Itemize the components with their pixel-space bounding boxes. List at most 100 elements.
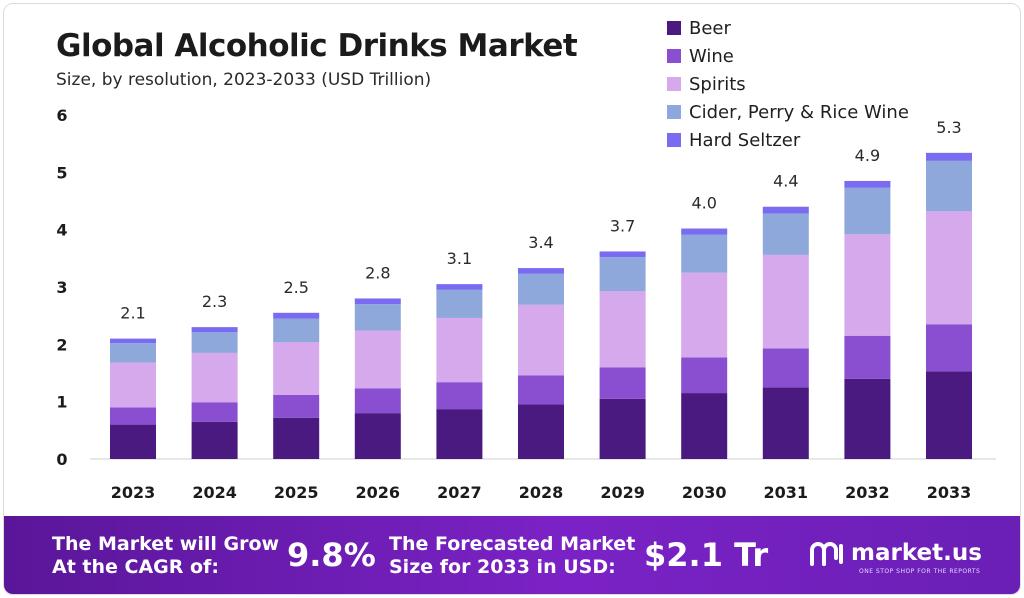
- x-tick-label: 2030: [682, 483, 727, 502]
- x-tick-label: 2027: [437, 483, 482, 502]
- total-label: 3.4: [528, 233, 553, 252]
- bar-segment: [926, 211, 972, 325]
- bar-segment: [762, 213, 809, 255]
- bar-segment: [191, 352, 238, 403]
- bar-segment: [110, 338, 156, 344]
- bar-segment: [518, 375, 564, 405]
- total-label: 5.3: [936, 118, 961, 137]
- legend-label: Hard Seltzer: [689, 129, 801, 151]
- bar-segment: [273, 342, 320, 395]
- total-label: 2.5: [283, 278, 308, 297]
- bar-segment: [599, 398, 646, 459]
- legend-swatch: [667, 21, 681, 35]
- chart-subtitle: Size, by resolution, 2023-2033 (USD Tril…: [56, 70, 432, 90]
- bar-segment: [191, 327, 238, 333]
- bar-segment: [844, 378, 891, 459]
- legend-item: Cider, Perry & Rice Wine: [667, 98, 909, 126]
- brand-logo[interactable]: market.us ONE STOP SHOP FOR THE REPORTS: [809, 538, 982, 575]
- bar-segment: [273, 394, 320, 418]
- bar-segment: [110, 362, 156, 408]
- bar-segment: [926, 160, 972, 212]
- forecast-caption-line1: The Forecasted Market: [389, 533, 636, 555]
- bar-segment: [354, 330, 401, 389]
- bar-segment: [681, 272, 728, 358]
- total-label: 3.1: [447, 249, 472, 268]
- legend-swatch: [667, 133, 681, 147]
- bar-segment: [599, 291, 646, 368]
- x-tick-label: 2028: [519, 483, 564, 502]
- total-label: 2.1: [120, 304, 145, 323]
- bar-segment: [844, 335, 891, 379]
- bar-segment: [436, 317, 483, 383]
- bar-segment: [436, 289, 483, 318]
- bar-segment: [110, 343, 156, 363]
- bar-segment: [191, 402, 238, 422]
- stacked-bar-chart: 0 1 2 3 4 5 6 2.1 2023 2.3 2024 2.5 2025 2.8 2026 3.1 20…: [56, 106, 996, 502]
- y-tick-label: 6: [56, 106, 67, 125]
- forecast-value: $2.1 Tr: [644, 536, 769, 574]
- legend-label: Cider, Perry & Rice Wine: [689, 101, 909, 123]
- bar-segment: [681, 228, 728, 235]
- bar-segment: [762, 387, 809, 459]
- legend: Beer Wine Spirits Cider, Perry & Rice Wine H…: [667, 14, 909, 154]
- bar-segment: [273, 318, 320, 343]
- x-tick-label: 2025: [274, 483, 319, 502]
- total-label: 4.0: [691, 194, 716, 213]
- cagr-caption-line1: The Market will Grow: [52, 533, 280, 555]
- bar-segment: [110, 424, 156, 459]
- y-tick-label: 0: [56, 450, 67, 469]
- bar-segment: [844, 187, 891, 235]
- x-tick-label: 2023: [111, 483, 156, 502]
- bar-segment: [273, 312, 320, 319]
- y-tick-label: 5: [56, 163, 67, 182]
- bar-segment: [354, 298, 401, 305]
- bar-segment: [191, 332, 238, 353]
- bar-segment: [681, 357, 728, 394]
- y-tick-label: 4: [56, 221, 67, 240]
- forecast-caption-line2: Size for 2033 in USD:: [389, 556, 616, 578]
- bar-segment: [599, 367, 646, 399]
- total-label: 4.4: [773, 172, 798, 191]
- bar-segment: [926, 152, 972, 161]
- bar-segment: [844, 180, 891, 188]
- bar-segment: [844, 234, 891, 336]
- bar-segment: [518, 404, 564, 459]
- legend-label: Beer: [689, 17, 731, 39]
- bar-segment: [926, 324, 972, 372]
- bar-segment: [273, 417, 320, 459]
- total-label: 3.7: [610, 216, 635, 235]
- legend-swatch: [667, 105, 681, 119]
- x-tick-label: 2026: [356, 483, 401, 502]
- chart-card: Global Alcoholic Drinks Market Size, by …: [3, 3, 1021, 595]
- x-tick-label: 2031: [764, 483, 809, 502]
- bar-segment: [518, 304, 564, 376]
- market-us-logo-icon: [810, 542, 843, 566]
- total-label: 4.9: [855, 146, 880, 165]
- bar-segment: [518, 273, 564, 305]
- y-tick-label: 3: [56, 278, 67, 297]
- cagr-caption-line2: At the CAGR of:: [52, 556, 219, 578]
- bar-segment: [518, 268, 564, 274]
- bar-segment: [436, 284, 483, 290]
- bar-segment: [681, 234, 728, 273]
- legend-swatch: [667, 77, 681, 91]
- legend-label: Spirits: [689, 73, 746, 95]
- legend-item: Hard Seltzer: [667, 126, 909, 154]
- y-tick-label: 2: [56, 335, 67, 354]
- forecast-caption: The Forecasted Market Size for 2033 in U…: [389, 533, 635, 579]
- brand-name: market.us: [851, 540, 982, 566]
- brand-tagline: ONE STOP SHOP FOR THE REPORTS: [859, 568, 981, 575]
- chart-title: Global Alcoholic Drinks Market: [56, 28, 578, 64]
- legend-swatch: [667, 49, 681, 63]
- footer-banner: The Market will Grow At the CAGR of: 9.8…: [4, 516, 1020, 594]
- total-label: 2.8: [365, 263, 390, 282]
- legend-item: Spirits: [667, 70, 909, 98]
- x-tick-label: 2032: [845, 483, 890, 502]
- bar-segment: [436, 409, 483, 459]
- y-tick-label: 1: [56, 393, 67, 412]
- bar-segment: [762, 206, 809, 214]
- total-label: 2.3: [202, 292, 227, 311]
- bar-segment: [191, 421, 238, 459]
- cagr-caption: The Market will Grow At the CAGR of:: [52, 533, 279, 579]
- legend-item: Beer: [667, 14, 909, 42]
